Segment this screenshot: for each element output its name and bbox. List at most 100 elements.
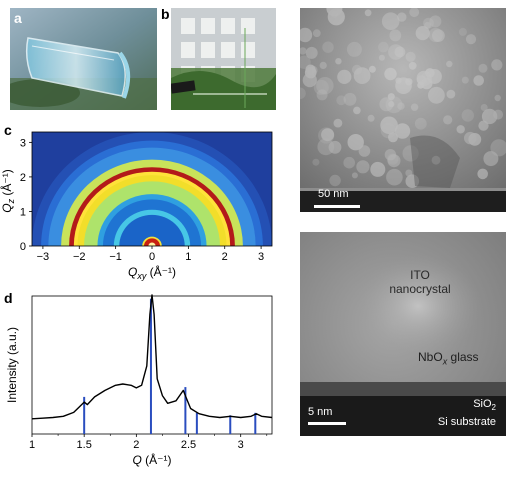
tem-grain — [428, 27, 443, 43]
tem-grain — [415, 26, 430, 41]
tem-grain — [356, 160, 370, 174]
tem-grain — [428, 86, 445, 104]
tem-grain — [397, 102, 405, 110]
tem-grain — [443, 115, 453, 125]
giwaxs-ytick-label: 0 — [20, 241, 26, 253]
xrd-xtick-label: 2 — [133, 439, 139, 451]
tem-grain — [422, 71, 430, 79]
giwaxs-xtick-label: 0 — [149, 251, 155, 263]
tem-grain — [336, 95, 347, 106]
tem-grain — [300, 27, 313, 43]
tem-grain — [483, 151, 499, 167]
tem-grain — [353, 106, 361, 115]
xrd-xlabel: Q (Å⁻¹) — [132, 452, 171, 467]
tem-grain — [304, 66, 317, 79]
tem-grain — [395, 77, 402, 84]
tem-grain — [420, 77, 433, 90]
tem-grain — [312, 158, 320, 166]
tem-grain — [458, 27, 467, 36]
tem-grain — [313, 79, 329, 95]
tem-grain — [343, 92, 357, 106]
sio2-label: SiO2 — [473, 398, 496, 412]
xrd-curve — [31, 294, 273, 420]
nbox-tail: glass — [447, 350, 479, 364]
tem-grain — [312, 29, 321, 38]
xrd-xtick-label: 1.5 — [77, 439, 92, 451]
ito-label-line1: ITO — [410, 268, 430, 282]
giwaxs-ytick-label: 2 — [20, 172, 26, 184]
giwaxs-xtick-label: 1 — [185, 251, 191, 263]
tem-grain — [322, 41, 334, 53]
xrd-plot: 1 1.5 2 2.5 3 Q (Å⁻¹) Intensity (a.u.) — [5, 294, 273, 467]
tem-grain — [389, 29, 402, 42]
tem-grain — [346, 41, 362, 57]
nbox-sub: x — [442, 356, 448, 367]
tem-grain — [461, 109, 474, 122]
tem-grain — [331, 11, 339, 18]
panel-c-giwaxs: −3 −2 −1 0 1 2 3 0 1 2 3 Qxy (Å⁻¹) Qz (Å⁻¹) c — [0, 120, 282, 290]
tem-grain — [316, 77, 334, 95]
tem-grain — [446, 89, 456, 99]
tem-grain — [384, 149, 397, 161]
panel-f-tem: f ITO nanocrystal NbOx glass SiO2 Si sub… — [300, 232, 506, 436]
giwaxs-xlabel: Qxy (Å⁻¹) — [128, 264, 176, 281]
film-on-building-photo — [170, 8, 276, 110]
tem-grain — [347, 134, 364, 151]
tem-grain — [381, 12, 400, 30]
tem-grain — [432, 29, 445, 42]
tem-grain — [446, 60, 453, 68]
panel-b-photo: b — [161, 6, 276, 110]
xrd-ylabel: Intensity (a.u.) — [5, 327, 19, 403]
tem-grain — [379, 97, 394, 112]
xrd-xtick-label: 1 — [29, 439, 35, 451]
giwaxs-ylabel: Qz (Å⁻¹) — [0, 169, 16, 213]
panel-d-xrd: 1 1.5 2 2.5 3 Q (Å⁻¹) Intensity (a.u.) d — [0, 288, 282, 474]
giwaxs-xtick-label: −3 — [37, 251, 50, 263]
tem-image-high-mag — [300, 232, 506, 436]
tem-grain — [364, 9, 372, 17]
tem-grain — [387, 153, 399, 165]
giwaxs-xtick-label: −2 — [73, 251, 86, 263]
tem-grain — [461, 76, 469, 84]
tem-grain — [416, 70, 432, 86]
tem-grain — [352, 64, 362, 75]
tem-grain — [405, 78, 413, 86]
tem-grain — [408, 61, 417, 70]
nbox-main: NbO — [418, 350, 443, 364]
tem-grain — [380, 123, 396, 139]
tem-grain — [405, 174, 420, 188]
xrd-xtick-label: 2.5 — [181, 439, 196, 451]
tem-grain — [384, 67, 397, 81]
tem-grain — [368, 65, 376, 73]
giwaxs-xtick-label: −1 — [109, 251, 122, 263]
tem-grain — [417, 81, 425, 89]
tem-grain — [494, 94, 501, 102]
giwaxs-beam-center — [144, 238, 160, 246]
tem-grain — [423, 17, 434, 29]
tem-grain — [405, 169, 413, 177]
tem-grain — [429, 15, 442, 28]
panel-label-c: c — [4, 122, 12, 138]
tem-grain — [317, 138, 335, 156]
tem-grain — [388, 44, 404, 60]
tem-grain — [480, 104, 488, 111]
tem-grain — [305, 64, 316, 75]
giwaxs-beam-core — [148, 242, 156, 246]
xrd-xtick-label: 3 — [238, 439, 244, 451]
tem-grain — [409, 8, 420, 18]
tem-grain — [319, 61, 327, 69]
tem-grain — [316, 89, 328, 101]
tem-grain — [394, 46, 406, 58]
tem-grain — [491, 59, 503, 71]
tem-grain — [490, 139, 506, 157]
nbox-glass-label: NbOx glass — [418, 350, 479, 366]
giwaxs-rings — [32, 132, 272, 246]
tem-grain — [335, 58, 342, 65]
tem-grain — [351, 172, 358, 179]
tem-grain — [328, 140, 342, 154]
tem-grain — [300, 55, 311, 69]
tem-grain — [397, 12, 407, 22]
tem-grain — [337, 69, 352, 84]
tem-grain — [380, 116, 398, 135]
ito-label-line2: nanocrystal — [389, 282, 451, 296]
